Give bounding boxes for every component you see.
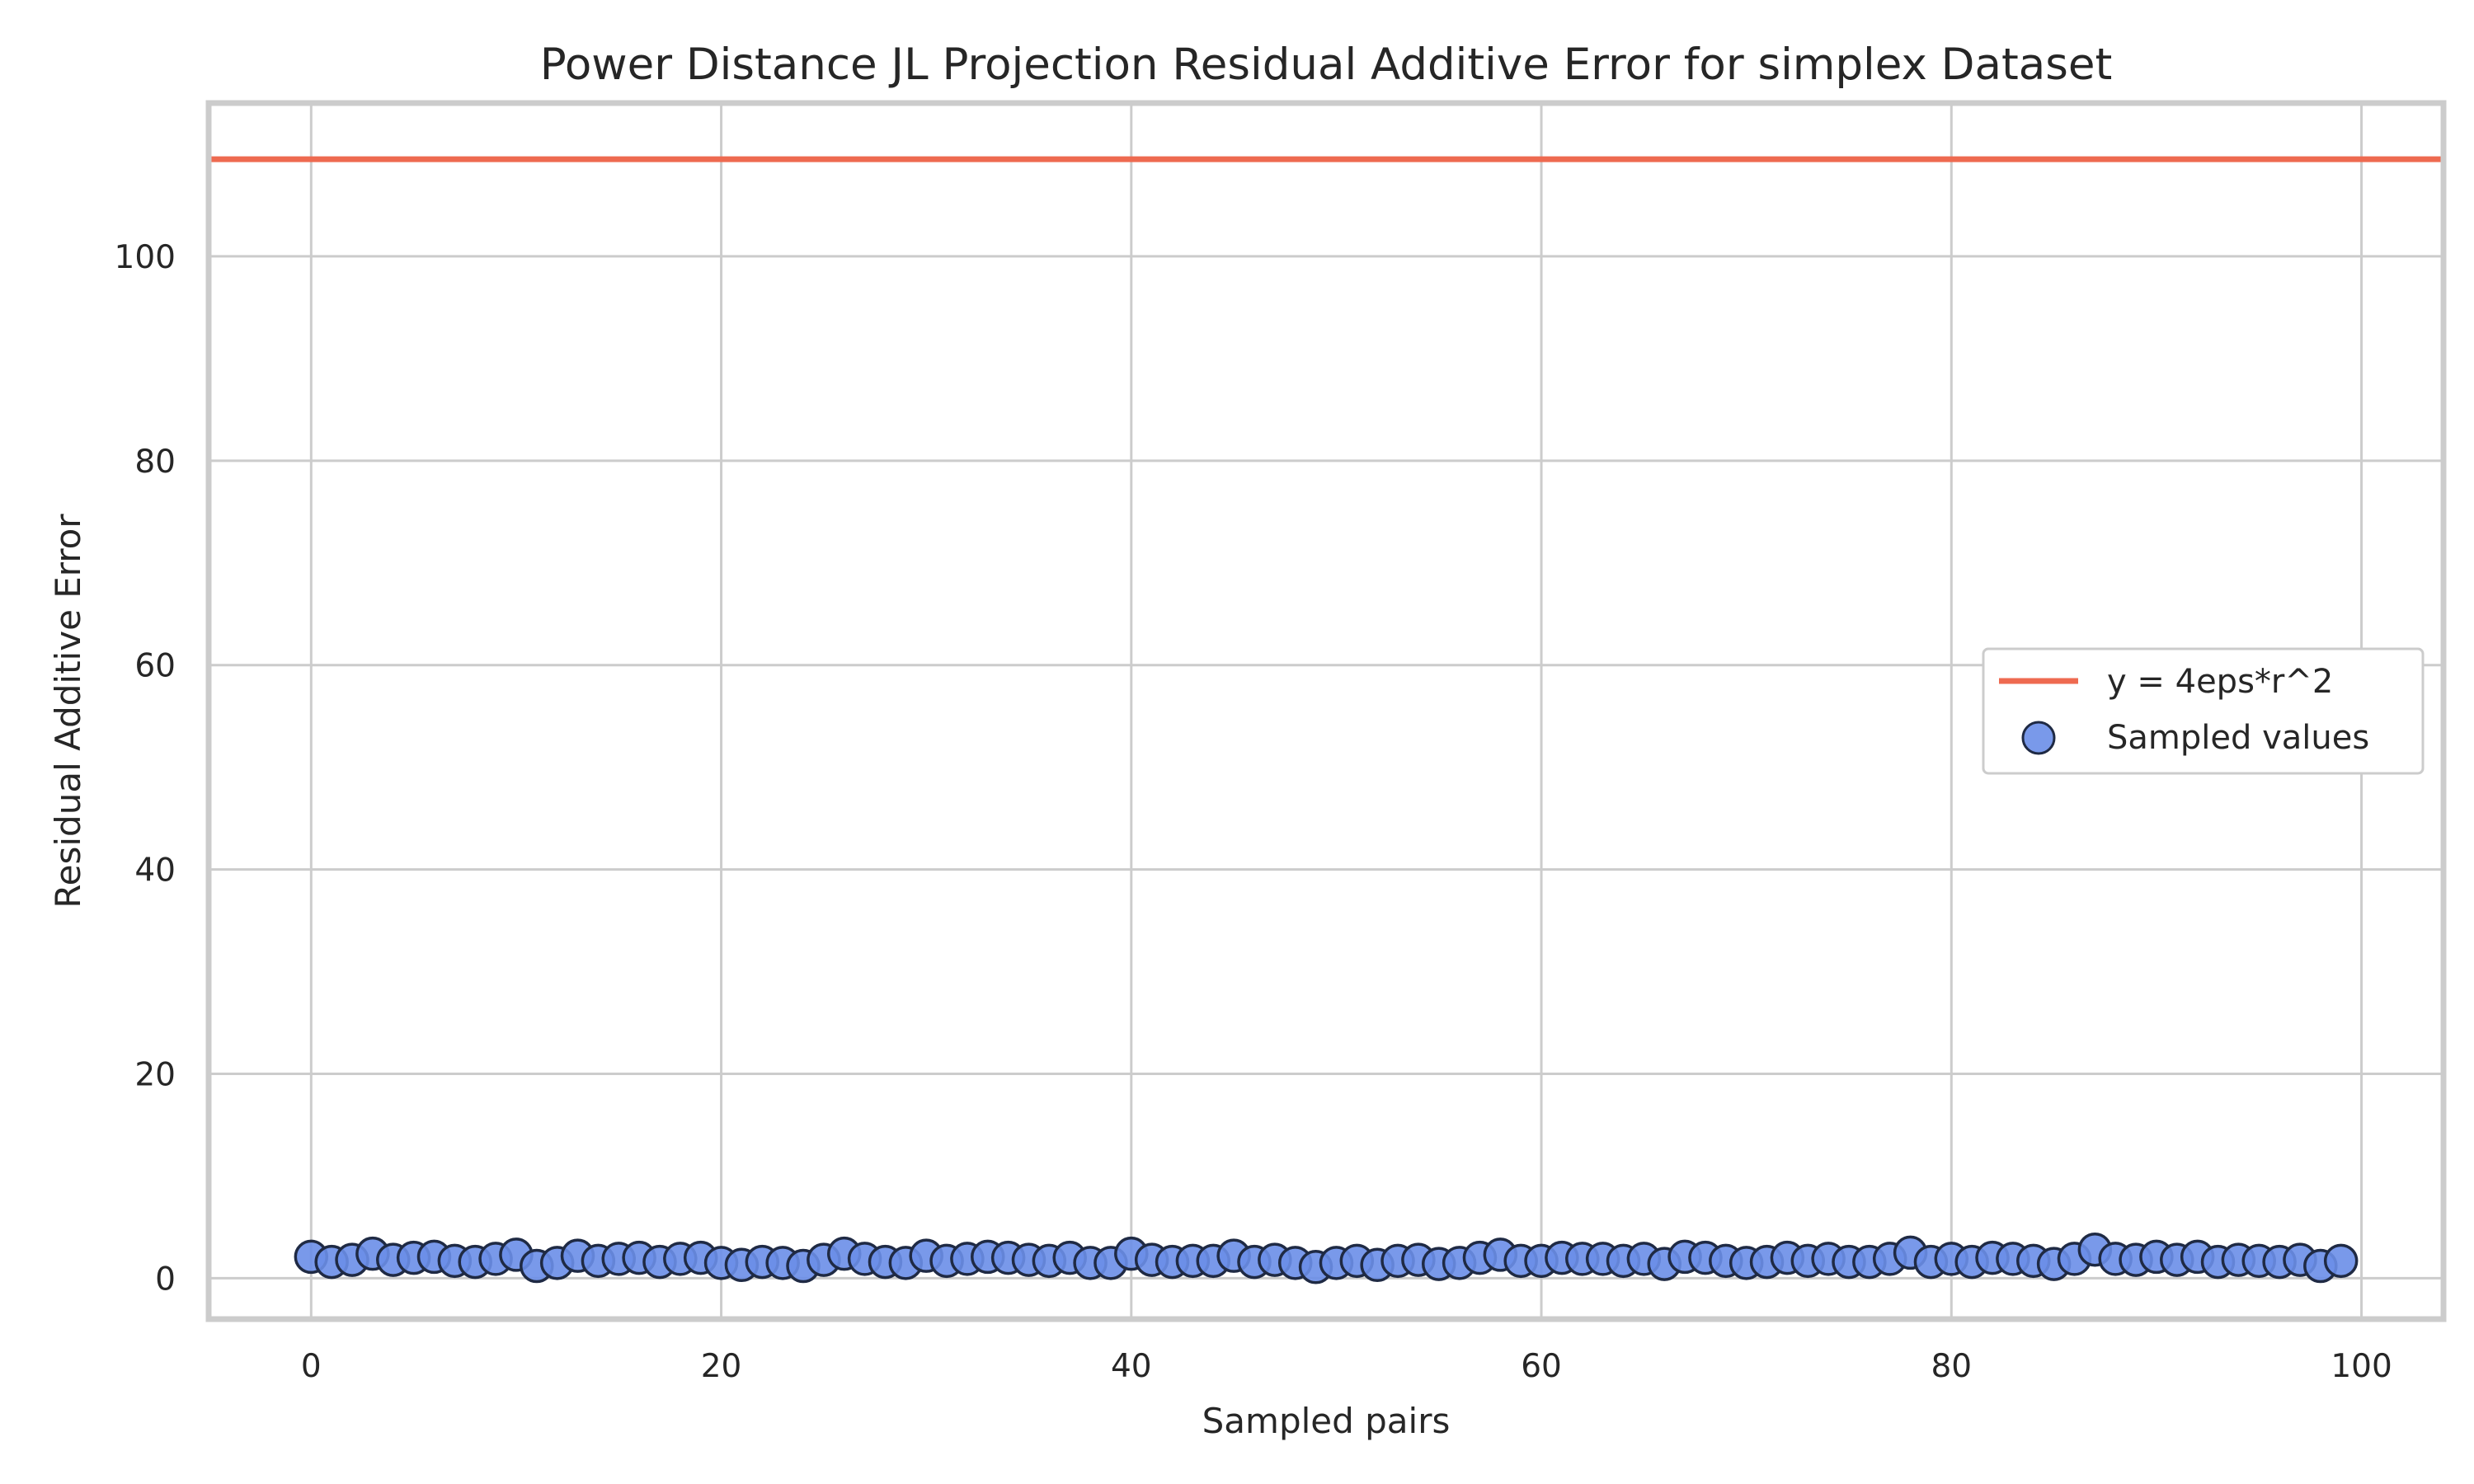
plot-area-border [205, 100, 2447, 1322]
x-tick-label: 60 [1521, 1348, 1562, 1385]
legend-box [1982, 647, 2425, 775]
legend-marker-label: Sampled values [2107, 719, 2369, 757]
legend: y = 4eps*r^2 Sampled values [1982, 647, 2425, 775]
y-tick-label: 20 [134, 1057, 176, 1094]
data-point [2323, 1243, 2359, 1279]
x-axis-label: Sampled pairs [1202, 1401, 1451, 1441]
x-tick-label: 0 [301, 1348, 322, 1385]
x-tick-label: 40 [1111, 1348, 1152, 1385]
x-tick-label: 80 [1931, 1348, 1972, 1385]
x-tick-label: 100 [2331, 1348, 2392, 1385]
y-tick-label: 0 [155, 1261, 176, 1298]
y-tick-label: 80 [134, 444, 176, 481]
chart-title: Power Distance JL Projection Residual Ad… [540, 40, 2112, 90]
legend-marker-swatch [2021, 721, 2056, 755]
sampled-values-series [294, 1232, 2359, 1284]
y-tick-label: 100 [115, 239, 176, 276]
y-tick-label: 40 [134, 852, 176, 890]
y-axis-ticks: 0 20 40 60 80 100 [115, 239, 176, 1298]
legend-line-label: y = 4eps*r^2 [2107, 663, 2333, 701]
x-axis-ticks: 0 20 40 60 80 100 [301, 1348, 2392, 1385]
y-axis-label: Residual Additive Error [48, 514, 88, 909]
x-tick-label: 20 [701, 1348, 742, 1385]
y-tick-label: 60 [134, 648, 176, 685]
